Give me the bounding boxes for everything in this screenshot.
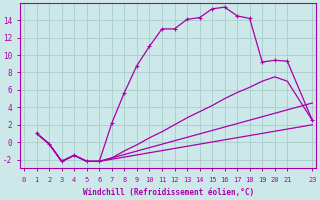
X-axis label: Windchill (Refroidissement éolien,°C): Windchill (Refroidissement éolien,°C) [83, 188, 254, 197]
